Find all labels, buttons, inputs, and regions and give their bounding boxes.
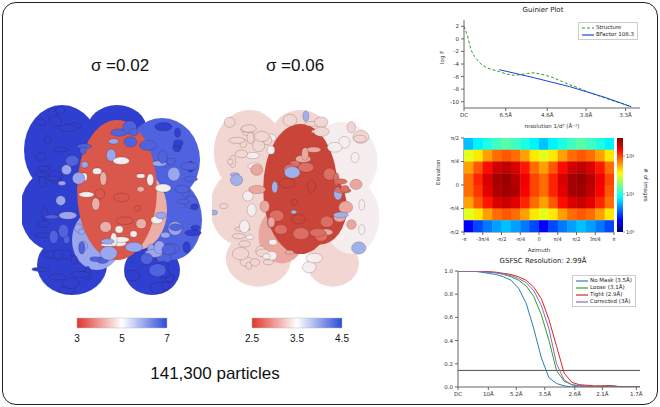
svg-text:-π: -π bbox=[462, 236, 467, 242]
html-text:σ =0.06: σ =0.06 bbox=[265, 56, 325, 75]
svg-text:3.8Å: 3.8Å bbox=[580, 111, 593, 118]
svg-text:DC: DC bbox=[460, 112, 468, 118]
svg-text:2.5: 2.5 bbox=[245, 333, 259, 344]
html-text:Corrected (3Å): Corrected (3Å) bbox=[590, 298, 631, 304]
svg-text:4.6Å: 4.6Å bbox=[541, 111, 554, 118]
svg-text:-6: -6 bbox=[454, 74, 460, 80]
svg-text:resolution 1/d² (Å⁻²): resolution 1/d² (Å⁻²) bbox=[524, 122, 579, 129]
svg-text:π/2: π/2 bbox=[573, 236, 581, 242]
svg-text:5: 5 bbox=[119, 333, 125, 344]
svg-text:0: 0 bbox=[456, 182, 459, 188]
svg-text:2.1Å: 2.1Å bbox=[596, 390, 609, 397]
svg-text:0.0: 0.0 bbox=[444, 384, 453, 390]
svg-text:2: 2 bbox=[456, 23, 460, 29]
svg-text:DC: DC bbox=[454, 391, 462, 397]
svg-text:3.5Å: 3.5Å bbox=[538, 390, 551, 397]
html-text:GSFSC Resolution: 2.99Å: GSFSC Resolution: 2.99Å bbox=[499, 257, 587, 265]
svg-text:π/2: π/2 bbox=[451, 135, 459, 141]
svg-text:3π/4: 3π/4 bbox=[590, 236, 601, 242]
html-text:Loose (3.1Å): Loose (3.1Å) bbox=[590, 284, 625, 290]
svg-text:0: 0 bbox=[537, 236, 540, 242]
svg-text:3.5: 3.5 bbox=[290, 333, 304, 344]
svg-text:1.7Å: 1.7Å bbox=[630, 390, 643, 397]
svg-text:0.8: 0.8 bbox=[444, 291, 453, 297]
html-text:BFactor 108.3: BFactor 108.3 bbox=[595, 31, 634, 37]
html-text:Structure: Structure bbox=[595, 24, 622, 30]
svg-text:-π/2: -π/2 bbox=[497, 236, 507, 242]
svg-text:-8: -8 bbox=[454, 86, 460, 92]
svg-text:6.5Å: 6.5Å bbox=[499, 111, 512, 118]
svg-text:0.4: 0.4 bbox=[444, 338, 453, 344]
svg-text:# of images: # of images bbox=[642, 168, 649, 202]
svg-text:1.0: 1.0 bbox=[444, 268, 453, 274]
svg-text:-2: -2 bbox=[454, 48, 459, 54]
svg-text:0: 0 bbox=[456, 36, 460, 42]
svg-text:3.3Å: 3.3Å bbox=[619, 111, 632, 118]
svg-text:5.2Å: 5.2Å bbox=[510, 390, 523, 397]
svg-text:-3π/4: -3π/4 bbox=[476, 236, 489, 242]
svg-text:π/4: π/4 bbox=[451, 158, 459, 164]
html-text:Tight (2.9Å): Tight (2.9Å) bbox=[590, 291, 623, 297]
svg-text:-π/4: -π/4 bbox=[449, 205, 459, 211]
svg-text:10⁰: 10⁰ bbox=[626, 229, 634, 235]
html-text:141,300 particles: 141,300 particles bbox=[150, 364, 280, 383]
svg-text:4.5: 4.5 bbox=[335, 333, 349, 344]
svg-text:Azimuth: Azimuth bbox=[528, 247, 551, 253]
svg-text:-10: -10 bbox=[450, 99, 459, 105]
svg-text:7: 7 bbox=[164, 333, 170, 344]
svg-text:Elevation: Elevation bbox=[436, 159, 441, 185]
svg-text:3: 3 bbox=[74, 333, 80, 344]
svg-text:0.6: 0.6 bbox=[444, 314, 453, 320]
svg-text:-4: -4 bbox=[454, 61, 460, 67]
svg-text:0.2: 0.2 bbox=[444, 361, 453, 367]
svg-text:π/4: π/4 bbox=[554, 236, 562, 242]
svg-text:-π/4: -π/4 bbox=[515, 236, 525, 242]
svg-text:10Å: 10Å bbox=[483, 390, 494, 397]
html-text:σ =0.02: σ =0.02 bbox=[90, 56, 150, 75]
svg-text:10¹: 10¹ bbox=[626, 191, 634, 197]
svg-text:10²: 10² bbox=[626, 153, 634, 159]
svg-text:-π/2: -π/2 bbox=[449, 229, 459, 235]
svg-text:2.6Å: 2.6Å bbox=[569, 390, 582, 397]
html-text:No Mask (3.5Å): No Mask (3.5Å) bbox=[590, 277, 632, 283]
html-text:Guinier Plot: Guinier Plot bbox=[522, 6, 564, 14]
svg-text:log F: log F bbox=[439, 51, 446, 64]
svg-text:π: π bbox=[612, 236, 615, 242]
